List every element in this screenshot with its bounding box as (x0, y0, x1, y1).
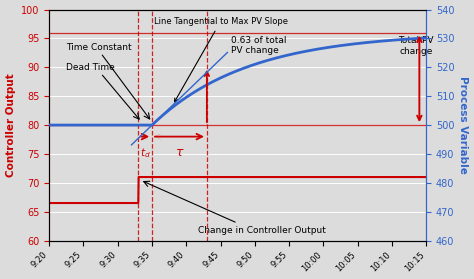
Text: $\tau$: $\tau$ (174, 146, 184, 159)
Text: Dead Time: Dead Time (66, 63, 115, 72)
Y-axis label: Process Variable: Process Variable (458, 76, 468, 174)
Text: Change in Controller Output: Change in Controller Output (198, 226, 326, 235)
Text: Line Tangential to Max PV Slope: Line Tangential to Max PV Slope (154, 17, 288, 102)
Text: 0.63 of total
PV change: 0.63 of total PV change (231, 36, 286, 55)
Text: Total PV
change: Total PV change (398, 36, 434, 56)
Y-axis label: Controller Output: Controller Output (6, 73, 16, 177)
Text: $t_d$: $t_d$ (140, 146, 151, 160)
Text: Time Constant: Time Constant (66, 43, 132, 52)
